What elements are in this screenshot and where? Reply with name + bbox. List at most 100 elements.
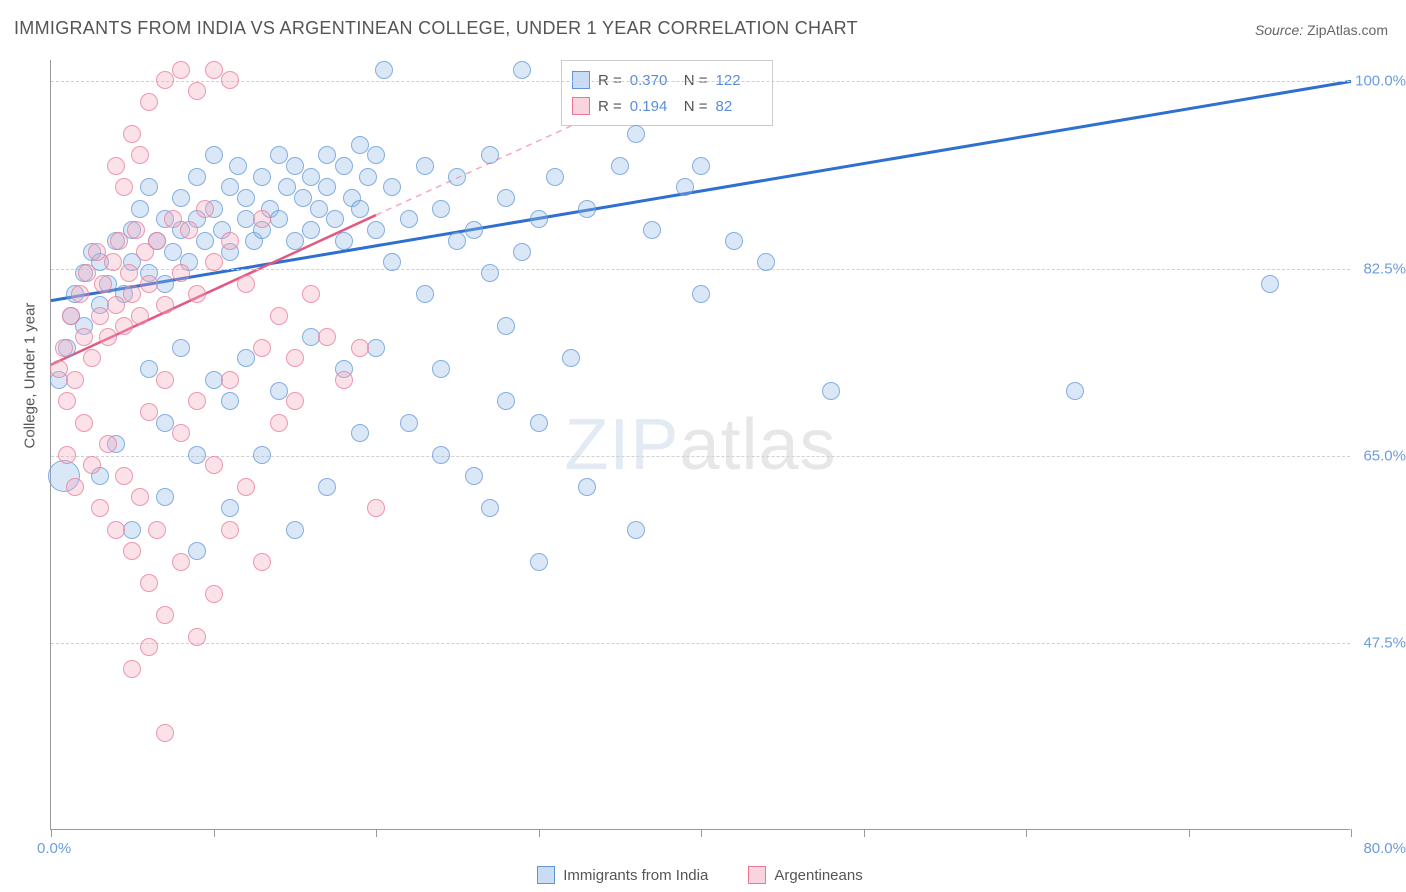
data-point <box>400 210 418 228</box>
r-value-s1: 0.370 <box>630 72 676 89</box>
data-point <box>120 264 138 282</box>
data-point <box>530 553 548 571</box>
data-point <box>205 456 223 474</box>
x-axis-max-label: 80.0% <box>1363 840 1406 857</box>
source-attribution: Source: ZipAtlas.com <box>1255 22 1388 38</box>
data-point <box>221 371 239 389</box>
data-point <box>302 221 320 239</box>
data-point <box>367 499 385 517</box>
gridline <box>51 269 1350 270</box>
data-point <box>416 157 434 175</box>
data-point <box>140 403 158 421</box>
series-legend: Immigrants from India Argentineans <box>50 866 1350 884</box>
data-point <box>123 542 141 560</box>
swatch-s2-icon <box>748 866 766 884</box>
data-point <box>692 285 710 303</box>
data-point <box>156 606 174 624</box>
data-point <box>188 542 206 560</box>
data-point <box>497 317 515 335</box>
data-point <box>148 521 166 539</box>
data-point <box>62 307 80 325</box>
data-point <box>140 574 158 592</box>
x-tick <box>1026 829 1027 837</box>
data-point <box>58 446 76 464</box>
data-point <box>643 221 661 239</box>
data-point <box>115 178 133 196</box>
data-point <box>318 146 336 164</box>
data-point <box>140 178 158 196</box>
n-label: N = <box>684 98 708 115</box>
data-point <box>66 371 84 389</box>
data-point <box>205 61 223 79</box>
data-point <box>367 146 385 164</box>
data-point <box>481 499 499 517</box>
swatch-s2-icon <box>572 97 590 115</box>
data-point <box>221 178 239 196</box>
data-point <box>270 307 288 325</box>
data-point <box>1261 275 1279 293</box>
data-point <box>692 157 710 175</box>
data-point <box>237 349 255 367</box>
data-point <box>188 285 206 303</box>
n-label: N = <box>684 72 708 89</box>
data-point <box>104 253 122 271</box>
plot-area: ZIPatlas R = 0.370 N = 122 R = 0.194 N =… <box>50 60 1350 830</box>
data-point <box>131 307 149 325</box>
data-point <box>432 200 450 218</box>
n-value-s2: 82 <box>716 98 762 115</box>
legend-label-s2: Argentineans <box>774 867 862 884</box>
swatch-s1-icon <box>572 71 590 89</box>
x-tick <box>701 829 702 837</box>
data-point <box>172 339 190 357</box>
data-point <box>88 243 106 261</box>
data-point <box>107 296 125 314</box>
x-tick <box>1351 829 1352 837</box>
data-point <box>221 521 239 539</box>
data-point <box>318 328 336 346</box>
data-point <box>237 478 255 496</box>
legend-item-s2: Argentineans <box>742 866 868 884</box>
data-point <box>359 168 377 186</box>
data-point <box>822 382 840 400</box>
data-point <box>253 168 271 186</box>
legend-label-s1: Immigrants from India <box>563 867 708 884</box>
x-tick <box>214 829 215 837</box>
chart-title: IMMIGRANTS FROM INDIA VS ARGENTINEAN COL… <box>14 18 858 39</box>
data-point <box>127 221 145 239</box>
data-point <box>71 285 89 303</box>
data-point <box>481 146 499 164</box>
data-point <box>164 210 182 228</box>
data-point <box>294 189 312 207</box>
data-point <box>107 521 125 539</box>
y-tick-label: 65.0% <box>1363 447 1406 464</box>
data-point <box>94 275 112 293</box>
data-point <box>578 478 596 496</box>
data-point <box>221 232 239 250</box>
watermark-part1: ZIP <box>564 405 679 485</box>
swatch-s1-icon <box>537 866 555 884</box>
trend-lines-svg <box>51 60 1350 829</box>
data-point <box>140 638 158 656</box>
watermark: ZIPatlas <box>564 404 836 486</box>
data-point <box>188 392 206 410</box>
data-point <box>75 414 93 432</box>
data-point <box>448 168 466 186</box>
data-point <box>286 349 304 367</box>
data-point <box>131 146 149 164</box>
data-point <box>270 382 288 400</box>
gridline <box>51 643 1350 644</box>
correlation-legend: R = 0.370 N = 122 R = 0.194 N = 82 <box>561 60 773 126</box>
data-point <box>58 392 76 410</box>
gridline <box>51 456 1350 457</box>
data-point <box>172 264 190 282</box>
y-tick-label: 100.0% <box>1355 73 1406 90</box>
data-point <box>432 446 450 464</box>
data-point <box>99 435 117 453</box>
y-axis-label: College, Under 1 year <box>22 303 39 449</box>
data-point <box>99 328 117 346</box>
data-point <box>497 392 515 410</box>
data-point <box>140 275 158 293</box>
x-axis-min-label: 0.0% <box>37 840 71 857</box>
data-point <box>156 414 174 432</box>
data-point <box>237 275 255 293</box>
